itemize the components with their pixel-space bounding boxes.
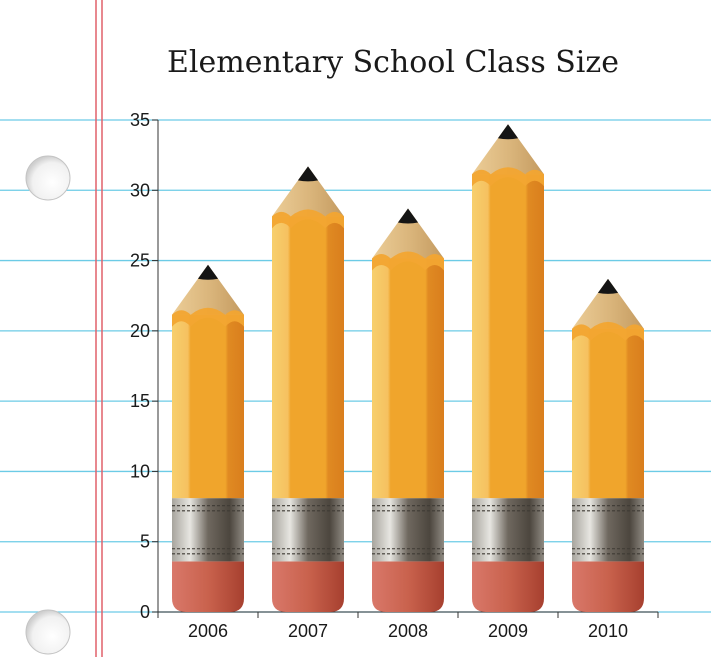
pencil-lead	[397, 208, 419, 224]
pencil-wood	[472, 124, 544, 175]
pencil-body	[172, 314, 244, 499]
y-axis-ticks: 0 5 10 15 20 25 30 35	[130, 110, 158, 622]
pencil-lead	[297, 166, 319, 182]
pencil-scallop	[572, 321, 644, 341]
pencil-eraser	[372, 561, 444, 612]
pencil-bar	[172, 264, 244, 612]
pencil-lead	[497, 124, 519, 140]
pencil-body	[472, 174, 544, 499]
pencil-eraser	[272, 561, 344, 612]
pencil-scallop	[172, 307, 244, 327]
pencil-ferrule	[272, 498, 344, 562]
pencil-ferrule	[172, 498, 244, 562]
pencil-lead	[597, 278, 619, 294]
pencil-scallop	[272, 209, 344, 229]
pencil-bar	[572, 278, 644, 612]
x-tick-label: 2006	[188, 621, 228, 641]
pencil-wood	[372, 208, 444, 259]
pencil-ferrule	[372, 498, 444, 562]
x-tick-label: 2010	[588, 621, 628, 641]
binder-hole-top	[25, 155, 71, 201]
pencil-lead	[197, 264, 219, 280]
pencil-wood	[572, 278, 644, 329]
pencil-body	[272, 216, 344, 499]
y-tick-label: 30	[130, 180, 150, 200]
pencil-scallop	[372, 251, 444, 271]
pencil-scallop	[472, 167, 544, 187]
y-tick-label: 25	[130, 251, 150, 271]
pencil-wood	[172, 264, 244, 315]
pencil-eraser	[572, 561, 644, 612]
pencil-bar	[272, 166, 344, 612]
y-tick-label: 20	[130, 321, 150, 341]
x-tick-label: 2008	[388, 621, 428, 641]
x-tick-label: 2009	[488, 621, 528, 641]
pencil-body	[572, 328, 644, 499]
x-tick-label: 2007	[288, 621, 328, 641]
y-tick-label: 15	[130, 391, 150, 411]
y-tick-label: 35	[130, 110, 150, 130]
y-tick-label: 5	[140, 532, 150, 552]
x-axis-ticks: 2006 2007 2008 2009 2010	[157, 612, 659, 641]
pencil-eraser	[472, 561, 544, 612]
y-tick-label: 0	[140, 602, 150, 622]
bars	[172, 124, 644, 612]
y-tick-label: 10	[130, 461, 150, 481]
pencil-bar	[472, 124, 544, 612]
ruled-lines	[0, 119, 711, 613]
pencil-ferrule	[472, 498, 544, 562]
chart-title: Elementary School Class Size	[167, 45, 619, 80]
pencil-wood	[272, 166, 344, 217]
binder-hole-bottom	[25, 609, 71, 655]
pencil-eraser	[172, 561, 244, 612]
pencil-ferrule	[572, 498, 644, 562]
pencil-body	[372, 258, 444, 499]
pencil-bar	[372, 208, 444, 612]
